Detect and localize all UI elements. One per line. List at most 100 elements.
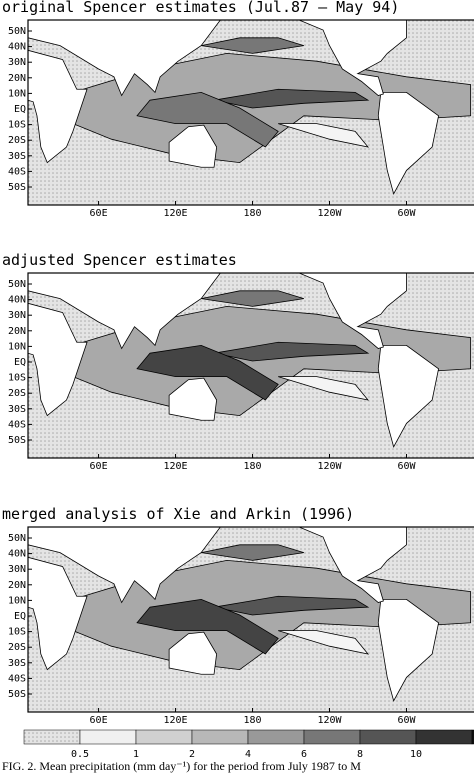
lat-label: 40S [8, 166, 26, 177]
lat-label: 50N [8, 533, 26, 544]
continent [28, 527, 221, 604]
lon-label: 60W [397, 715, 416, 726]
lat-label: 10N [8, 341, 26, 352]
continent [298, 20, 407, 96]
dry-zone [278, 376, 370, 401]
storm-track [201, 37, 304, 54]
lat-label: 50N [8, 26, 26, 37]
colorbar-box [191, 729, 249, 745]
lat-label: EQ [14, 104, 26, 115]
lat-label: EQ [14, 611, 26, 622]
lon-label: 60W [397, 461, 416, 472]
lon-label: 120E [163, 461, 187, 472]
continent [298, 527, 407, 603]
dry-zone [278, 123, 370, 148]
lon-label: 120E [163, 208, 187, 219]
colorbar-box [471, 729, 474, 745]
lat-label: 30N [8, 310, 26, 321]
lon-label: 120W [317, 208, 342, 219]
itcz-band [213, 595, 370, 616]
lat-label: 20N [8, 73, 26, 84]
map-frame [27, 19, 474, 206]
colorbar-box [79, 729, 137, 745]
storm-track [201, 544, 304, 561]
lon-label: 120E [163, 715, 187, 726]
colorbar-box [415, 729, 473, 745]
lon-label: 60E [90, 208, 108, 219]
colorbar-box [135, 729, 193, 745]
warm-pool [136, 598, 279, 655]
lat-label: 30S [8, 658, 26, 669]
continent [28, 273, 221, 350]
caption: FIG. 2. Mean precipitation (mm day⁻¹) fo… [2, 759, 361, 773]
warm-pool [136, 91, 279, 148]
lat-label: 40N [8, 42, 26, 53]
colorbar-label: 6 [301, 749, 307, 760]
itcz-band [213, 341, 370, 362]
lon-label: 120W [317, 715, 342, 726]
map-panel [27, 19, 474, 206]
lat-label: 50N [8, 279, 26, 290]
lon-label: 60E [90, 715, 108, 726]
lat-label: 10S [8, 627, 26, 638]
continent [377, 599, 440, 702]
continent [28, 556, 88, 671]
continent [377, 344, 440, 448]
lat-label: 50S [8, 689, 26, 700]
lat-label: 40S [8, 419, 26, 430]
colorbar-label: 1 [133, 749, 139, 760]
colorbar-label: 10 [410, 749, 422, 760]
lat-label: 10S [8, 373, 26, 384]
map-area [28, 273, 474, 458]
lon-label: 180 [243, 461, 261, 472]
continent [168, 377, 218, 421]
colorbar-label: 8 [357, 749, 363, 760]
colorbar-box [23, 729, 81, 745]
map-frame [27, 526, 474, 713]
colorbar-box [247, 729, 305, 745]
lat-label: 30N [8, 57, 26, 68]
continent [28, 20, 221, 97]
dry-zone [278, 630, 370, 655]
colorbar-box [359, 729, 417, 745]
lat-label: 10N [8, 88, 26, 99]
lat-label: 20S [8, 642, 26, 653]
lat-label: 20N [8, 580, 26, 591]
lat-label: 30S [8, 404, 26, 415]
continent [168, 124, 218, 168]
map-area [28, 20, 474, 205]
lat-label: 40S [8, 673, 26, 684]
lat-label: 50S [8, 435, 26, 446]
lat-label: 20N [8, 326, 26, 337]
lat-label: 30S [8, 151, 26, 162]
colorbar-label: 4 [245, 749, 251, 760]
lat-label: 20S [8, 135, 26, 146]
lat-label: 10S [8, 120, 26, 131]
continent [377, 92, 440, 195]
colorbar-box [303, 729, 361, 745]
panel-title: original Spencer estimates (Jul.87 – May… [2, 0, 399, 16]
lat-label: 20S [8, 388, 26, 399]
lon-label: 120W [317, 461, 342, 472]
warm-pool [136, 344, 279, 401]
lat-label: EQ [14, 357, 26, 368]
continent [168, 631, 218, 675]
storm-track [201, 290, 304, 307]
colorbar-label: 2 [189, 749, 195, 760]
itcz-band [213, 88, 370, 109]
lat-label: 50S [8, 182, 26, 193]
map-area [28, 527, 474, 712]
lon-label: 180 [243, 715, 261, 726]
lat-label: 40N [8, 295, 26, 306]
panel-title: adjusted Spencer estimates [2, 251, 237, 269]
lat-label: 40N [8, 549, 26, 560]
lat-label: 30N [8, 564, 26, 575]
continent [298, 273, 407, 349]
panel-title: merged analysis of Xie and Arkin (1996) [2, 505, 354, 523]
map-panel [27, 272, 474, 459]
lon-label: 180 [243, 208, 261, 219]
continent [28, 49, 88, 164]
map-panel [27, 526, 474, 713]
map-frame [27, 272, 474, 459]
